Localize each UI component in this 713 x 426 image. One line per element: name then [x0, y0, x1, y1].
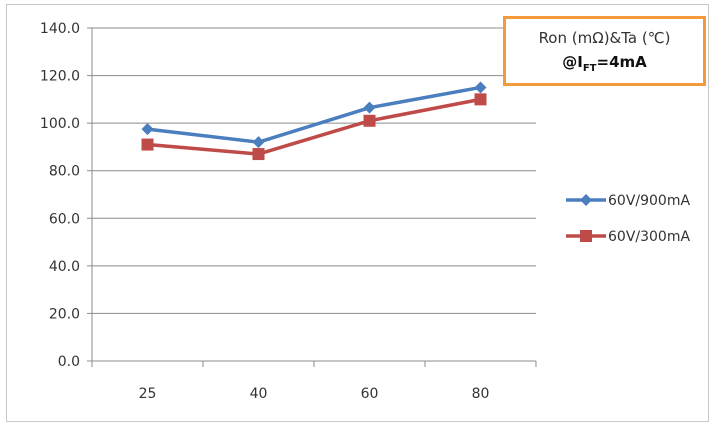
y-axis-tick-labels: 0.0 20.0 40.0 60.0 80.0 100.0 120.0 140.0 — [40, 21, 80, 370]
annotation-subscript: FT — [582, 63, 597, 74]
y-tick-label: 140.0 — [40, 21, 80, 37]
annotation-condition: @IFT=4mA — [506, 53, 703, 74]
series-markers — [141, 81, 487, 161]
y-tick-label: 40.0 — [49, 259, 80, 275]
annotation-box: Ron (mΩ)&Ta (℃) @IFT=4mA — [503, 16, 706, 86]
series-line-2 — [147, 97, 481, 156]
x-axis-tick-labels: 25 40 60 80 — [139, 386, 490, 402]
series-lines — [147, 85, 481, 156]
legend-label: 60V/900mA — [608, 193, 690, 209]
x-tick-label: 60 — [361, 386, 379, 402]
data-point-2 — [252, 148, 265, 161]
annotation-title: Ron (mΩ)&Ta (℃) — [538, 29, 671, 47]
data-point-2 — [363, 114, 376, 127]
data-point-1 — [474, 81, 487, 94]
legend: 60V/900mA 60V/300mA — [566, 193, 690, 245]
annotation-suffix: =4mA — [596, 53, 647, 71]
y-tick-label: 80.0 — [49, 164, 80, 180]
data-point-1 — [141, 123, 154, 136]
y-tick-label: 120.0 — [40, 69, 80, 85]
data-point-2 — [474, 93, 487, 106]
y-tick-label: 100.0 — [40, 116, 80, 132]
legend-marker — [580, 230, 592, 242]
data-point-2 — [141, 138, 154, 151]
x-tick-label: 40 — [250, 386, 268, 402]
x-tick-label: 25 — [139, 386, 157, 402]
legend-label: 60V/300mA — [608, 229, 690, 245]
data-point-1 — [363, 101, 376, 114]
gridlines — [92, 27, 536, 314]
annotation-prefix: @I — [562, 53, 583, 71]
axes — [87, 27, 537, 367]
y-tick-label: 0.0 — [58, 354, 80, 370]
y-tick-label: 60.0 — [49, 211, 80, 227]
legend-marker — [580, 194, 592, 206]
series-line-1 — [147, 85, 481, 144]
y-tick-label: 20.0 — [49, 306, 80, 322]
x-tick-label: 80 — [472, 386, 490, 402]
data-point-1 — [252, 136, 265, 149]
